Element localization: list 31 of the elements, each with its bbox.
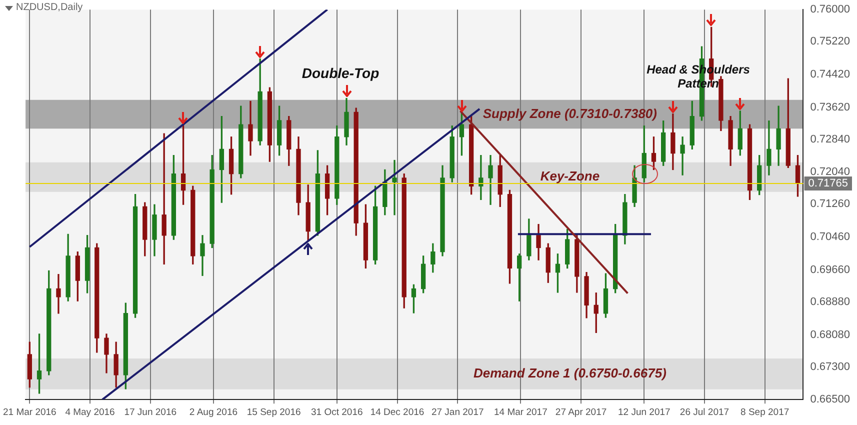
x-tick-label: 27 Jan 2017 xyxy=(431,406,484,418)
y-tick-label: 0.66500 xyxy=(810,394,850,406)
x-tick-label: 12 Jun 2017 xyxy=(618,406,670,418)
band-label: Key-Zone xyxy=(540,168,600,184)
y-tick-label: 0.76000 xyxy=(810,4,850,16)
x-tick-label: 8 Sep 2017 xyxy=(740,406,790,418)
y-tick-label: 0.72040 xyxy=(810,166,850,178)
y-tick-label: 0.75220 xyxy=(810,36,850,48)
y-tick-label: 0.71260 xyxy=(810,198,850,210)
y-tick-label: 0.68880 xyxy=(810,296,850,308)
y-tick-label: 0.69660 xyxy=(810,264,850,276)
x-tick-label: 14 Dec 2016 xyxy=(370,406,424,418)
x-tick-label: 2 Aug 2016 xyxy=(189,406,238,418)
x-tick-label: 17 Jun 2016 xyxy=(124,406,177,418)
chart-title: NZDUSD,Daily xyxy=(16,2,83,13)
y-tick-label: 0.74420 xyxy=(810,68,850,80)
y-tick-label: 0.72840 xyxy=(810,133,850,146)
x-tick-label: 4 May 2016 xyxy=(65,406,115,418)
x-tick-label: 27 Apr 2017 xyxy=(555,406,607,418)
ref-line-label: 0.71765 xyxy=(808,177,848,190)
band-label: Demand Zone 1 (0.6750-0.6675) xyxy=(473,366,666,381)
band-label: Supply Zone (0.7310-0.7380) xyxy=(482,106,657,121)
y-tick-label: 0.73620 xyxy=(810,101,850,114)
x-tick-label: 26 Jul 2017 xyxy=(680,406,730,418)
y-tick-label: 0.67300 xyxy=(810,360,850,373)
x-tick-label: 14 Mar 2017 xyxy=(494,406,548,418)
x-tick-label: 15 Sep 2016 xyxy=(246,406,301,418)
y-tick-label: 0.68080 xyxy=(810,328,850,341)
y-tick-label: 0.70460 xyxy=(810,231,850,244)
x-tick-label: 31 Oct 2016 xyxy=(311,406,363,418)
x-tick-label: 21 Mar 2016 xyxy=(3,406,56,418)
